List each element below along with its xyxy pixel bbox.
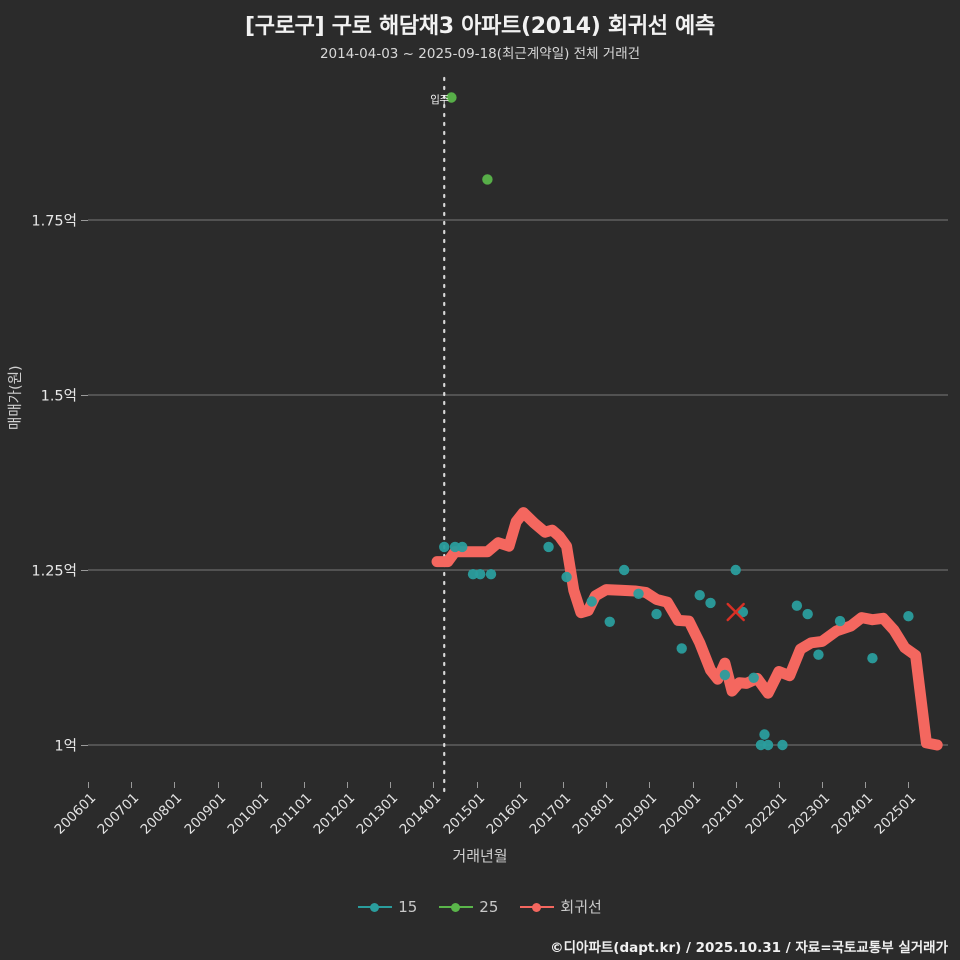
regression-line bbox=[431, 507, 943, 751]
y-tick-mark bbox=[81, 745, 88, 746]
x-tick-mark bbox=[778, 782, 780, 788]
x-tick-mark bbox=[649, 782, 651, 788]
scatter-point-15 bbox=[633, 588, 644, 599]
scatter-point-15 bbox=[676, 643, 687, 654]
x-tick-mark bbox=[390, 782, 392, 788]
scatter-point-15 bbox=[748, 672, 759, 683]
x-tick-mark bbox=[476, 782, 478, 788]
x-tick-mark bbox=[606, 782, 608, 788]
y-tick-mark bbox=[81, 570, 88, 571]
scatter-point-15 bbox=[777, 739, 788, 751]
scatter-point-15 bbox=[467, 569, 479, 580]
scatter-point-25 bbox=[446, 92, 457, 103]
x-tick-mark bbox=[303, 782, 305, 788]
scatter-point-15 bbox=[561, 571, 572, 583]
legend-label: 15 bbox=[398, 897, 418, 916]
chart-canvas bbox=[88, 76, 948, 800]
scatter-point-15 bbox=[759, 729, 770, 740]
x-tick-mark bbox=[174, 782, 176, 788]
scatter-point-15 bbox=[813, 649, 824, 660]
x-tick-mark bbox=[217, 782, 219, 788]
y-tick-label: 1억 bbox=[54, 738, 77, 755]
outlier-x-marker bbox=[726, 602, 745, 622]
x-tick-mark bbox=[260, 782, 262, 788]
x-tick-mark bbox=[908, 782, 910, 788]
scatter-point-15 bbox=[651, 608, 662, 620]
x-tick-mark bbox=[131, 782, 133, 788]
scatter-point-15 bbox=[903, 611, 914, 622]
x-axis-title: 거래년월 bbox=[452, 847, 508, 865]
plot-area bbox=[88, 76, 948, 800]
y-tick-label: 1.75억 bbox=[31, 213, 77, 230]
legend-entry-회귀선[interactable]: 회귀선 bbox=[520, 896, 602, 917]
y-tick-label: 1.5억 bbox=[40, 388, 77, 405]
scatter-point-15 bbox=[543, 541, 554, 553]
y-tick-label: 1.25억 bbox=[31, 563, 77, 580]
scatter-point-15 bbox=[604, 616, 615, 627]
scatter-point-15 bbox=[694, 590, 705, 601]
page-title: [구로구] 구로 해담채3 아파트(2014) 회귀선 예측 bbox=[245, 14, 715, 39]
scatter-point-15 bbox=[791, 600, 803, 611]
y-axis-title: 매매가(원) bbox=[8, 365, 24, 430]
x-tick-mark bbox=[735, 782, 737, 788]
scatter-point-15 bbox=[449, 541, 461, 553]
scatter-point-15 bbox=[586, 596, 597, 607]
y-tick-mark bbox=[81, 395, 88, 396]
scatter-point-15 bbox=[802, 608, 813, 620]
scatter-point-15 bbox=[439, 541, 450, 553]
x-tick-mark bbox=[88, 782, 89, 788]
scatter-point-15 bbox=[762, 739, 774, 751]
scatter-point-15 bbox=[485, 569, 497, 580]
legend-entry-15[interactable]: 15 bbox=[358, 898, 417, 916]
scatter-point-15 bbox=[719, 669, 731, 681]
chart-legend: 15 25 회귀선 bbox=[0, 896, 960, 917]
legend-entry-25[interactable]: 25 bbox=[439, 898, 498, 916]
scatter-point-15 bbox=[705, 597, 716, 609]
scatter-point-15 bbox=[867, 653, 878, 664]
x-tick-mark bbox=[519, 782, 521, 788]
scatter-point-15 bbox=[475, 569, 486, 580]
scatter-point-15 bbox=[834, 615, 846, 627]
scatter-point-15 bbox=[737, 606, 749, 618]
legend-label: 회귀선 bbox=[560, 898, 602, 916]
scatter-point-25 bbox=[482, 174, 493, 185]
x-tick-mark bbox=[347, 782, 349, 788]
x-tick-mark bbox=[433, 782, 435, 788]
x-tick-mark bbox=[562, 782, 564, 788]
scatter-point-15 bbox=[730, 564, 741, 576]
y-tick-mark bbox=[81, 220, 88, 221]
scatter-point-15 bbox=[618, 564, 630, 576]
x-tick-mark bbox=[822, 782, 824, 788]
scatter-point-15 bbox=[457, 541, 468, 553]
legend-label: 25 bbox=[479, 897, 499, 916]
page-subtitle: 2014-04-03 ~ 2025-09-18(최근계약일) 전체 거래건 bbox=[319, 46, 641, 62]
legend-swatch-icon bbox=[520, 901, 555, 912]
move-in-label: 입주 bbox=[430, 94, 449, 106]
x-tick-mark bbox=[692, 782, 694, 788]
legend-swatch-icon bbox=[439, 901, 474, 912]
scatter-point-15 bbox=[755, 739, 767, 751]
legend-swatch-icon bbox=[358, 901, 393, 912]
x-tick-mark bbox=[865, 782, 867, 788]
footer-credit: ©디아파트(dapt.kr) / 2025.10.31 / 자료=국토교통부 실… bbox=[550, 940, 948, 956]
